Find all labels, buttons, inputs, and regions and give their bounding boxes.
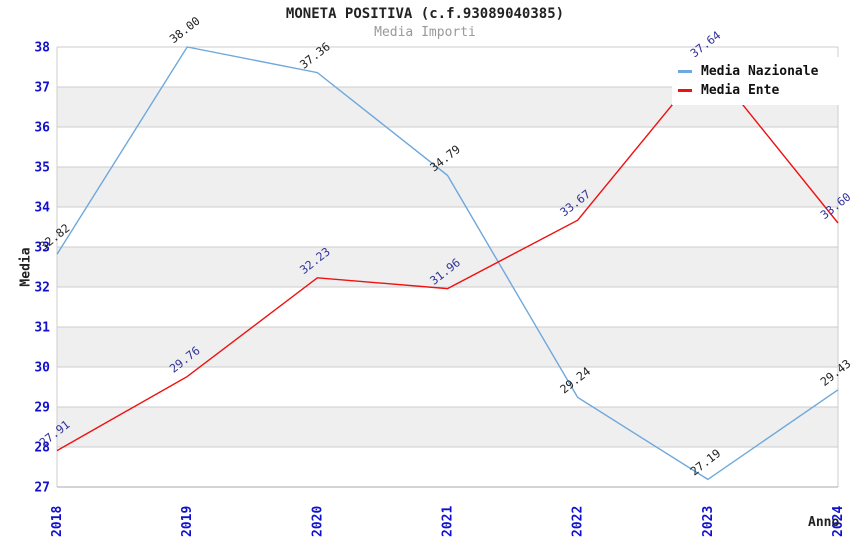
- x-tick-label: 2020: [310, 506, 325, 537]
- legend-swatch-media-nazionale: [678, 70, 692, 73]
- x-tick-label: 2024: [831, 506, 846, 537]
- chart-subtitle: Media Importi: [374, 25, 476, 40]
- x-axis-title: Anno: [808, 515, 840, 530]
- point-label: 29.24: [557, 364, 593, 396]
- legend-swatch-media-ente: [678, 89, 692, 92]
- x-tick-label: 2018: [50, 506, 65, 537]
- y-tick-label: 29: [34, 401, 50, 416]
- y-tick-label: 37: [34, 81, 50, 96]
- y-tick-label: 28: [34, 441, 50, 456]
- x-tick-label: 2019: [180, 506, 195, 537]
- y-tick-label: 36: [34, 121, 50, 136]
- legend-item-media-ente: Media Ente: [678, 81, 844, 100]
- grid-band: [57, 167, 838, 207]
- chart-title: MONETA POSITIVA (c.f.93089040385): [285, 6, 565, 22]
- y-tick-label: 33: [34, 241, 50, 256]
- legend: Media Nazionale Media Ente: [672, 57, 844, 105]
- x-tick-label: 2023: [701, 506, 716, 537]
- point-label: 27.19: [687, 446, 723, 478]
- legend-item-media-nazionale: Media Nazionale: [678, 62, 844, 81]
- y-tick-label: 31: [34, 321, 50, 336]
- x-tick-label: 2021: [441, 506, 456, 537]
- legend-label-media-ente: Media Ente: [701, 83, 780, 98]
- y-tick-label: 27: [34, 481, 50, 496]
- grid-band: [57, 327, 838, 367]
- y-axis-title: Media: [18, 247, 34, 287]
- grid-band: [57, 407, 838, 447]
- y-tick-label: 35: [34, 161, 50, 176]
- x-tick-label: 2022: [571, 506, 586, 537]
- point-label: 37.36: [297, 39, 333, 71]
- y-tick-label: 34: [34, 201, 50, 216]
- grid-band: [57, 247, 838, 287]
- y-tick-label: 38: [34, 41, 50, 56]
- series-line-media-nazionale: [56, 46, 839, 481]
- y-tick-label: 30: [34, 361, 50, 376]
- y-tick-label: 32: [34, 281, 50, 296]
- legend-label-media-nazionale: Media Nazionale: [701, 64, 819, 79]
